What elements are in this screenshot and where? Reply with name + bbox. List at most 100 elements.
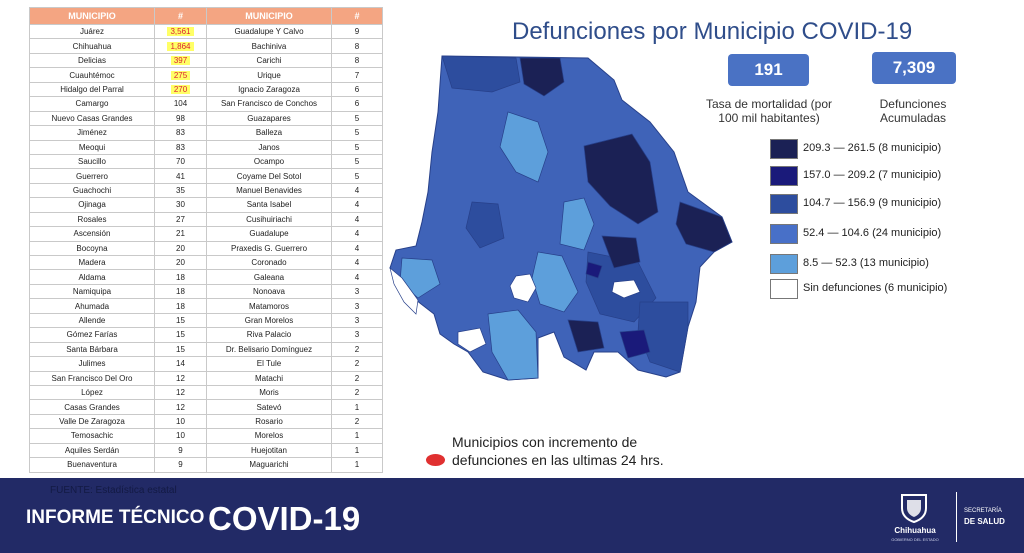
table-row: Cuauhtémoc 275 Urique 7 [29, 67, 383, 83]
municipio-cell: Gran Morelos [206, 312, 332, 329]
municipio-cell: Meoqui [29, 139, 155, 155]
table-row: Juárez 3,561 Guadalupe Y Calvo 9 [29, 23, 383, 40]
count-cell: 21 [154, 226, 207, 242]
legend-label: 8.5 — 52.3 (13 municipio) [803, 257, 929, 269]
count-cell: 4 [331, 197, 383, 213]
count-cell: 12 [154, 384, 207, 401]
table-row: San Francisco Del Oro 12 Matachi 2 [29, 370, 383, 386]
count-cell: 5 [331, 125, 383, 141]
count-cell: 5 [331, 139, 383, 155]
legend-label: Sin defunciones (6 municipio) [803, 282, 948, 294]
count-cell: 1 [331, 428, 383, 444]
count-cell: 1 [331, 399, 383, 415]
region-mid-1 [441, 55, 521, 93]
count-cell: 275 [154, 67, 207, 83]
municipio-cell: Rosales [29, 211, 155, 228]
highlighted-count: 1,864 [167, 41, 194, 51]
mortality-rate-label-text: Tasa de mortalidad (por 100 mil habitant… [705, 97, 833, 125]
region-dark-3 [675, 201, 733, 253]
count-cell: 2 [331, 384, 383, 401]
chihuahua-map [389, 55, 733, 381]
count-cell: 18 [154, 298, 207, 314]
count-cell: 14 [154, 356, 207, 372]
region-dark-1 [519, 57, 565, 97]
municipio-cell: San Francisco Del Oro [29, 370, 155, 386]
municipio-cell: Moris [206, 384, 332, 401]
municipio-cell: Nuevo Casas Grandes [29, 110, 155, 127]
municipio-cell: López [29, 384, 155, 401]
region-dark-2 [583, 133, 659, 225]
municipio-cell: Maguarichi [206, 457, 332, 473]
municipio-cell: Satevó [206, 399, 332, 415]
count-cell: 35 [154, 182, 207, 199]
covid-label: COVID-19 [208, 500, 361, 537]
mortality-rate-value: 191 [728, 54, 809, 86]
legend-label: 209.3 — 261.5 (8 municipio) [803, 142, 942, 154]
count-cell: 2 [331, 356, 383, 372]
municipio-cell: Ascensión [29, 226, 155, 242]
gov-name: Chihuahua [894, 526, 936, 535]
municipio-cell: San Francisco de Conchos [206, 96, 332, 112]
municipio-cell: Coyame Del Sotol [206, 168, 332, 184]
municipio-cell: Gómez Farías [29, 327, 155, 343]
count-cell: 20 [154, 240, 207, 257]
count-cell: 98 [154, 110, 207, 127]
count-cell: 18 [154, 283, 207, 300]
municipio-cell: Rosario [206, 413, 332, 430]
count-cell: 9 [331, 23, 383, 40]
count-cell: 3,561 [154, 23, 207, 40]
count-cell: 6 [331, 81, 383, 98]
municipio-cell: Valle De Zaragoza [29, 413, 155, 430]
table-row: Buenaventura 9 Maguarichi 1 [29, 457, 383, 473]
municipio-cell: Manuel Benavides [206, 182, 332, 199]
count-cell: 4 [331, 182, 383, 199]
legend-swatch [770, 224, 798, 244]
municipio-cell: Guadalupe Y Calvo [206, 23, 332, 40]
count-cell: 70 [154, 153, 207, 170]
count-cell: 83 [154, 125, 207, 141]
gov-subtitle: GOBIERNO DEL ESTADO [891, 537, 939, 542]
municipio-cell: Urique [206, 67, 332, 83]
municipio-cell: Morelos [206, 428, 332, 444]
table-row: Namiquipa 18 Nonoava 3 [29, 283, 383, 300]
data-source: FUENTE: Estadística estatal [50, 485, 177, 496]
municipio-cell: Casas Grandes [29, 399, 155, 415]
municipio-cell: Cusihuiriachi [206, 211, 332, 228]
region-none-3 [611, 279, 641, 299]
count-cell: 5 [331, 168, 383, 184]
municipio-cell: Matachi [206, 370, 332, 386]
region-none-1 [389, 267, 419, 315]
table-row: Valle De Zaragoza 10 Rosario 2 [29, 413, 383, 430]
table-row: Madera 20 Coronado 4 [29, 254, 383, 271]
table-row: Aldama 18 Galeana 4 [29, 269, 383, 285]
count-cell: 2 [331, 413, 383, 430]
increase-marker-icon [426, 454, 445, 466]
municipio-cell: Dr. Belisario Domínguez [206, 341, 332, 358]
municipio-cell: Matamoros [206, 298, 332, 314]
municipio-cell: Santa Isabel [206, 197, 332, 213]
municipio-cell: Saucillo [29, 153, 155, 170]
region-light-1 [499, 111, 549, 183]
legend-swatch [770, 166, 798, 186]
count-cell: 6 [331, 96, 383, 112]
highlighted-count: 270 [170, 84, 191, 94]
count-cell: 104 [154, 96, 207, 112]
count-cell: 83 [154, 139, 207, 155]
municipio-cell: Ocampo [206, 153, 332, 170]
count-cell: 397 [154, 52, 207, 69]
municipio-cell: Guerrero [29, 168, 155, 184]
legend-item: 157.0 — 209.2 (7 municipio) [770, 166, 1000, 186]
table-row: Santa Bárbara 15 Dr. Belisario Domínguez 2 [29, 341, 383, 358]
table-row: Rosales 27 Cusihuiriachi 4 [29, 211, 383, 228]
municipio-cell: Nonoava [206, 283, 332, 300]
municipio-cell: Bocoyna [29, 240, 155, 257]
region-dark-4 [601, 235, 641, 269]
municipio-cell: Jiménez [29, 125, 155, 141]
count-cell: 1,864 [154, 38, 207, 54]
count-cell: 30 [154, 197, 207, 213]
municipio-cell: Camargo [29, 96, 155, 112]
table-row: Gómez Farías 15 Riva Palacio 3 [29, 327, 383, 343]
table-header-row: MUNICIPIO # MUNICIPIO # [29, 7, 383, 25]
count-cell: 1 [331, 457, 383, 473]
header-count-1: # [154, 7, 207, 25]
